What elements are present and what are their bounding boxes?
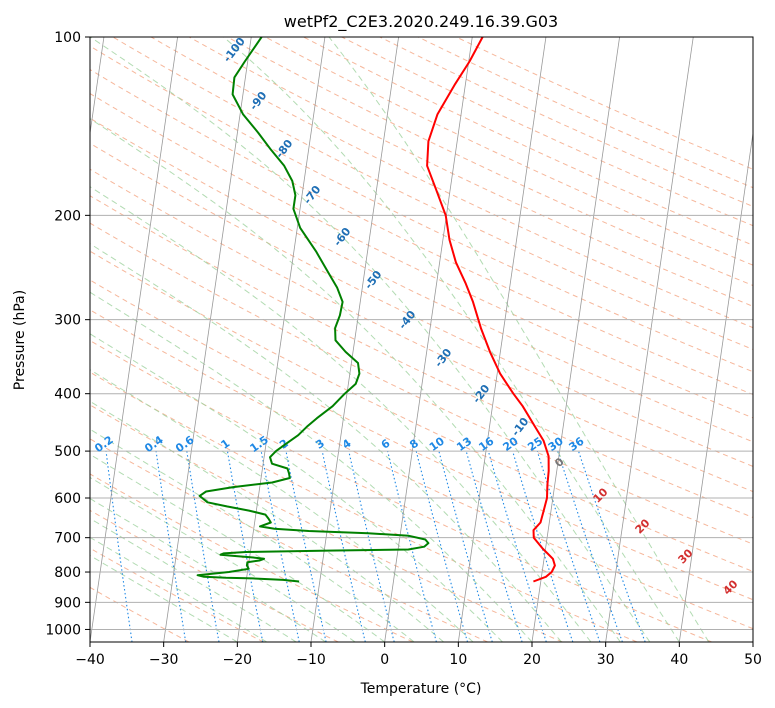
dry-adiabat <box>90 547 264 642</box>
isotherm <box>531 37 620 642</box>
moist-adiabat <box>90 291 533 642</box>
mixing-ratio-line <box>321 450 366 642</box>
dry-adiabat <box>90 473 414 642</box>
x-tick-label: −10 <box>296 652 326 668</box>
dry-adiabat <box>90 438 488 642</box>
dry-adiabat <box>90 195 753 519</box>
y-axis-label: Pressure (hPa) <box>12 290 28 390</box>
dry-adiabat <box>90 371 638 642</box>
x-axis: −40 −30 −20 −10 0 10 20 30 40 50 <box>75 642 762 668</box>
chart-title: wetPf2_C2E3.2020.249.16.39.G03 <box>284 12 558 32</box>
y-axis: 100 200 300 400 500 600 700 800 900 1000 <box>45 30 90 638</box>
mixing-ratio-line <box>260 451 300 642</box>
y-tick-label: 500 <box>54 444 81 460</box>
x-tick-label: 0 <box>380 652 389 668</box>
moist-adiabat <box>90 517 297 642</box>
isotherm <box>163 37 252 642</box>
dry-adiabat <box>188 37 753 307</box>
x-tick-label: 10 <box>449 652 467 668</box>
y-tick-label: 600 <box>54 491 81 507</box>
dry-adiabat <box>90 142 753 467</box>
moist-adiabat <box>90 536 268 642</box>
y-tick-label: 800 <box>54 565 81 581</box>
dry-adiabat <box>90 92 753 419</box>
dry-adiabat <box>90 309 753 630</box>
y-tick-label: 100 <box>54 30 81 46</box>
moist-adiabat <box>328 37 710 642</box>
moist-adiabat <box>90 243 562 642</box>
dry-adiabat <box>90 168 753 493</box>
moist-adiabat <box>90 476 356 642</box>
temperature-profile <box>426 37 556 583</box>
plot-background <box>90 37 753 642</box>
mixing-ratio-line <box>226 451 264 642</box>
y-tick-label: 400 <box>54 387 81 403</box>
isotherm <box>90 37 178 642</box>
moist-adiabat <box>90 333 503 642</box>
mixing-ratio-line <box>487 450 547 642</box>
mixing-ratio-line <box>536 450 601 642</box>
moist-adiabat <box>90 453 385 642</box>
mixing-ratio-line <box>285 450 327 642</box>
dry-adiabat <box>90 340 712 642</box>
moist-adiabat <box>90 118 621 642</box>
y-tick-label: 1000 <box>45 622 81 638</box>
moist-adiabat <box>90 554 238 642</box>
x-tick-label: 30 <box>597 652 615 668</box>
moist-adiabat <box>223 37 680 642</box>
mixing-ratio-line <box>557 450 623 642</box>
x-tick-label: −40 <box>75 652 105 668</box>
moist-adiabat <box>90 369 474 642</box>
x-tick-label: 20 <box>523 652 541 668</box>
dry-adiabat <box>90 279 753 601</box>
isotherm <box>236 37 326 642</box>
dry-adiabat <box>90 404 563 642</box>
mixing-ratio-line <box>512 450 574 642</box>
x-tick-label: 40 <box>670 652 688 668</box>
dry-adiabat <box>90 45 753 373</box>
plot-frame <box>89 36 754 643</box>
isotherm <box>752 639 753 642</box>
isotherm <box>384 37 473 642</box>
moist-adiabat <box>90 186 592 642</box>
y-tick-label: 700 <box>54 531 81 547</box>
x-tick-label: 50 <box>744 652 762 668</box>
background-lines <box>90 37 753 642</box>
mixing-ratio-line <box>415 450 469 642</box>
isotherm <box>310 37 399 642</box>
mixing-ratio-line <box>155 451 187 642</box>
isotherm <box>678 130 753 642</box>
dry-adiabat <box>90 509 339 642</box>
y-tick-label: 300 <box>54 313 81 329</box>
y-tick-label: 900 <box>54 595 81 611</box>
x-tick-label: −20 <box>223 652 253 668</box>
profiles <box>196 37 556 583</box>
dry-adiabat <box>150 37 753 329</box>
isotherm <box>457 37 547 642</box>
mixing-ratio-line <box>387 450 437 642</box>
mixing-ratio-line <box>465 450 523 642</box>
mixing-ratio-line <box>577 450 646 642</box>
y-tick-label: 200 <box>54 208 81 224</box>
x-tick-label: −30 <box>149 652 179 668</box>
moist-adiabat <box>90 37 651 642</box>
dewpoint-profile <box>196 37 430 583</box>
x-axis-label: Temperature (°C) <box>360 681 482 697</box>
isotherm <box>605 37 694 642</box>
